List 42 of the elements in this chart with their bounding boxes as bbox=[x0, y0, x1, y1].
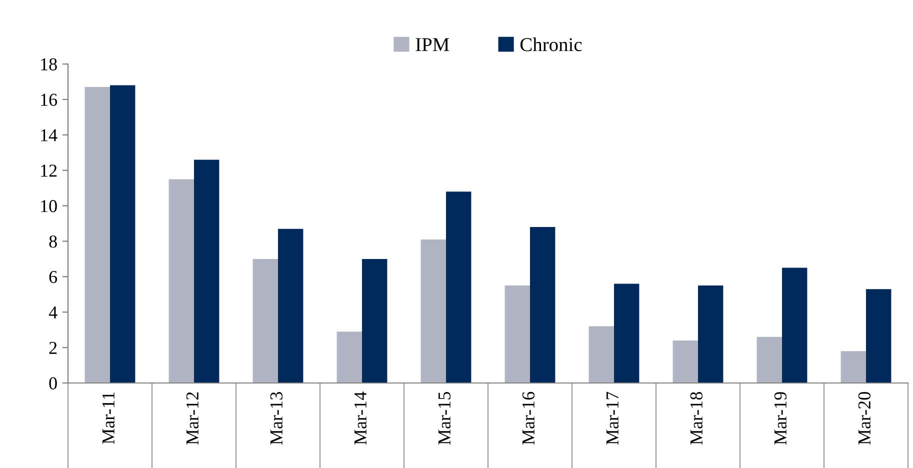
bar bbox=[614, 284, 640, 383]
bar bbox=[252, 258, 278, 383]
x-tick-label: Mar-19 bbox=[774, 392, 787, 445]
bar bbox=[420, 239, 446, 383]
y-tick-label: 16 bbox=[41, 94, 58, 106]
bar bbox=[336, 332, 362, 383]
y-tick-label: 4 bbox=[48, 306, 58, 318]
bar bbox=[504, 286, 530, 383]
bar bbox=[362, 258, 388, 383]
bar bbox=[672, 340, 698, 383]
bar bbox=[194, 160, 220, 383]
bar bbox=[840, 351, 866, 383]
bar bbox=[756, 336, 782, 383]
bar bbox=[588, 326, 614, 383]
y-tick-label: 14 bbox=[41, 129, 58, 142]
bar bbox=[84, 87, 110, 383]
x-tick-label: Mar-20 bbox=[858, 392, 871, 445]
y-tick-label: 0 bbox=[49, 377, 57, 390]
bar bbox=[110, 85, 136, 383]
x-tick-label: Mar-11 bbox=[102, 392, 115, 444]
x-tick-label: Mar-16 bbox=[522, 392, 535, 445]
x-tick-label: Mar-17 bbox=[606, 392, 619, 445]
y-tick-label: 12 bbox=[41, 164, 57, 177]
bar bbox=[278, 228, 304, 383]
x-tick-label: Mar-15 bbox=[438, 392, 451, 445]
y-tick-label: 2 bbox=[49, 342, 57, 354]
bar bbox=[446, 192, 472, 383]
bar bbox=[530, 227, 556, 383]
y-tick-label: 8 bbox=[49, 235, 57, 248]
y-tick-label: 6 bbox=[49, 270, 58, 284]
x-tick-label: Mar-14 bbox=[354, 392, 367, 445]
bar bbox=[168, 179, 194, 383]
x-tick-label: Mar-18 bbox=[690, 392, 703, 445]
bar bbox=[698, 286, 724, 383]
y-tick-label: 10 bbox=[41, 200, 57, 212]
x-tick-label: Mar-12 bbox=[186, 392, 199, 445]
y-tick-label: 18 bbox=[41, 58, 57, 70]
bar bbox=[866, 289, 892, 383]
legend-label: IPM bbox=[416, 38, 450, 52]
legend-label: Chronic bbox=[520, 38, 582, 52]
bar bbox=[782, 268, 808, 383]
x-tick-label: Mar-13 bbox=[270, 392, 283, 445]
